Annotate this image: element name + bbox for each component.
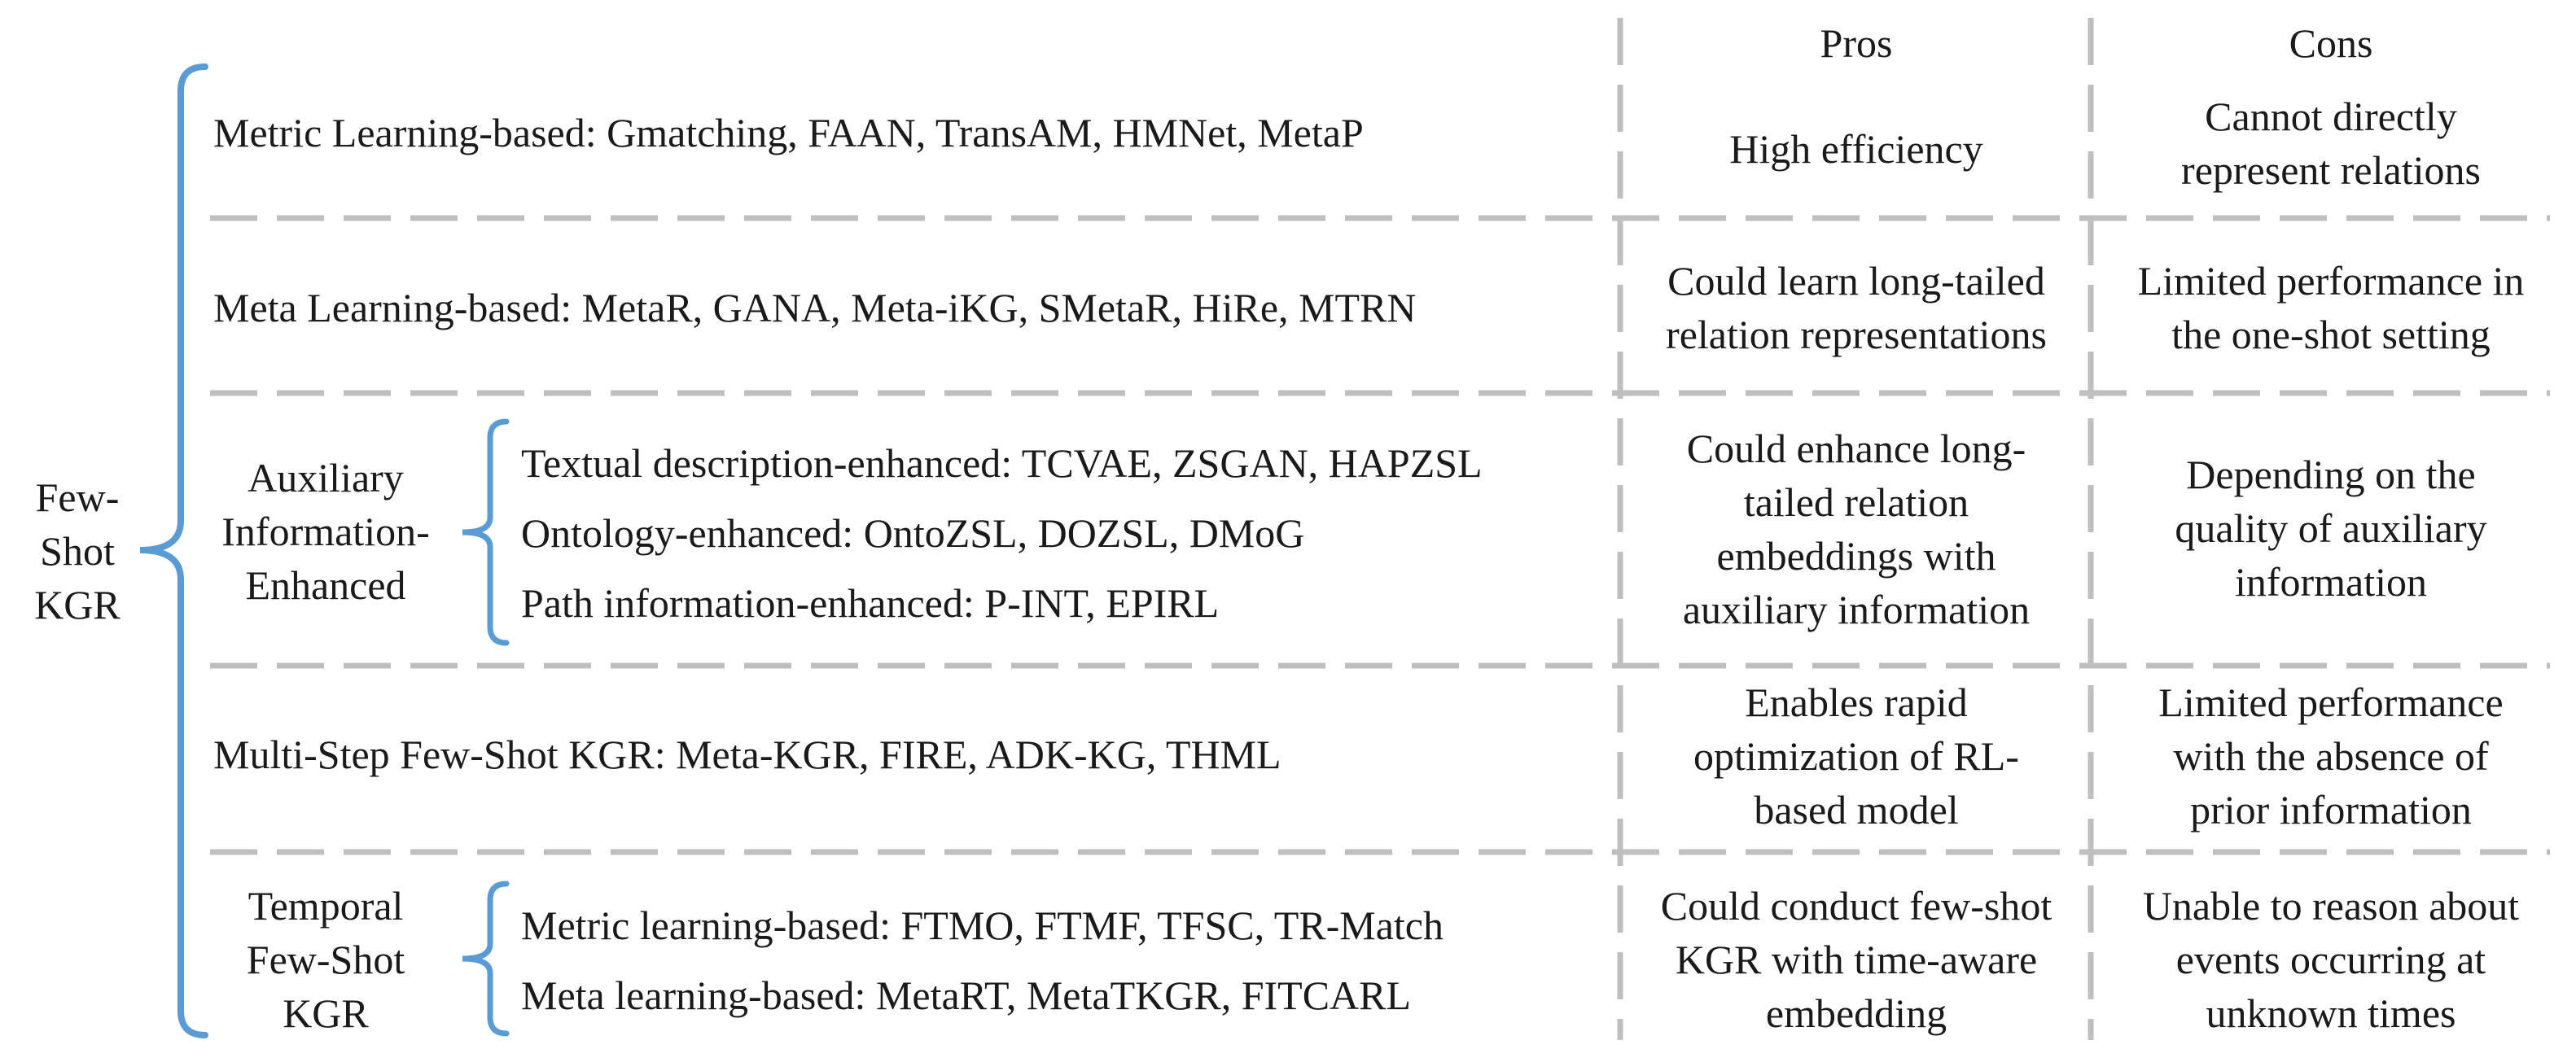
cons-cell: Depending on the quality of auxiliary in… [2095,448,2567,609]
cons-line: Cannot directly [2205,94,2457,139]
pros-cell: Could learn long-tailed relation represe… [1624,254,2088,361]
auxiliary-item: Textual description-enhanced: TCVAE, ZSG… [521,440,1483,486]
row-label-metric-learning: Metric Learning-based: Gmatching, FAAN, … [213,110,1364,155]
cons-cell: Cannot directly represent relations [2095,90,2567,197]
pros-cell: Could conduct few-shot KGR with time-awa… [1624,879,2088,1040]
root-label-line: Few- [35,474,120,520]
temporal-item: Metric learning-based: FTMO, FTMF, TFSC,… [521,902,1444,948]
cons-line: prior information [2190,787,2472,833]
pros-line: Could conduct few-shot [1660,883,2052,929]
cons-line: information [2234,559,2428,605]
cons-line: Unable to reason about [2142,883,2520,929]
pros-line: KGR with time-aware [1675,937,2038,982]
temporal-brace [462,881,510,1037]
group-label-line: Few-Shot [246,937,405,982]
group-label-line: Information- [221,509,430,554]
header-cons: Cons [2289,20,2373,66]
pros-cell: Enables rapid optimization of RL- based … [1624,675,2088,837]
auxiliary-item: Ontology-enhanced: OntoZSL, DOZSL, DMoG [521,510,1305,556]
cons-line: unknown times [2206,990,2456,1036]
temporal-item: Meta learning-based: MetaRT, MetaTKGR, F… [521,972,1412,1018]
group-label-line: Temporal [248,883,404,929]
cons-line: Limited performance in [2137,258,2525,304]
cons-line: quality of auxiliary [2175,505,2487,551]
auxiliary-brace [462,418,510,646]
cons-line: with the absence of [2173,733,2489,779]
pros-line: optimization of RL- [1693,733,2019,779]
cons-line: Limited performance [2158,680,2504,725]
pros-line: embedding [1765,990,1947,1036]
cons-line: Depending on the [2186,452,2476,497]
pros-line: tailed relation [1743,479,1969,525]
pros-line: auxiliary information [1682,587,2031,632]
pros-line: Enables rapid [1745,680,1968,725]
pros-cell: High efficiency [1624,122,2088,176]
cons-cell: Unable to reason about events occurring … [2095,879,2567,1040]
root-brace [139,63,208,1038]
cons-line: events occurring at [2175,937,2486,982]
cons-line: the one-shot setting [2171,312,2491,357]
header-pros: Pros [1820,20,1893,66]
cons-line: represent relations [2181,147,2481,193]
group-label-auxiliary: Auxiliary Information- Enhanced [204,451,448,612]
root-label: Few- Shot KGR [16,470,138,632]
pros-line: based model [1754,787,1959,833]
group-label-temporal: Temporal Few-Shot KGR [204,879,448,1040]
pros-line: Could learn long-tailed [1667,258,2045,304]
pros-line: embeddings with [1716,533,1996,579]
cons-cell: Limited performance with the absence of … [2095,675,2567,837]
cons-cell: Limited performance in the one-shot sett… [2095,254,2567,361]
row-label-meta-learning: Meta Learning-based: MetaR, GANA, Meta-i… [213,285,1417,330]
row-label-multi-step: Multi-Step Few-Shot KGR: Meta-KGR, FIRE,… [213,732,1281,777]
root-label-line: KGR [34,582,120,627]
group-label-line: Enhanced [245,562,406,608]
group-label-line: Auxiliary [248,455,404,500]
pros-line: Could enhance long- [1686,426,2026,471]
root-label-line: Shot [40,528,115,574]
pros-cell: Could enhance long- tailed relation embe… [1624,422,2088,636]
auxiliary-item: Path information-enhanced: P-INT, EPIRL [521,580,1220,626]
pros-line: relation representations [1666,312,2047,357]
group-label-line: KGR [283,990,369,1036]
pros-line: High efficiency [1729,126,1983,172]
